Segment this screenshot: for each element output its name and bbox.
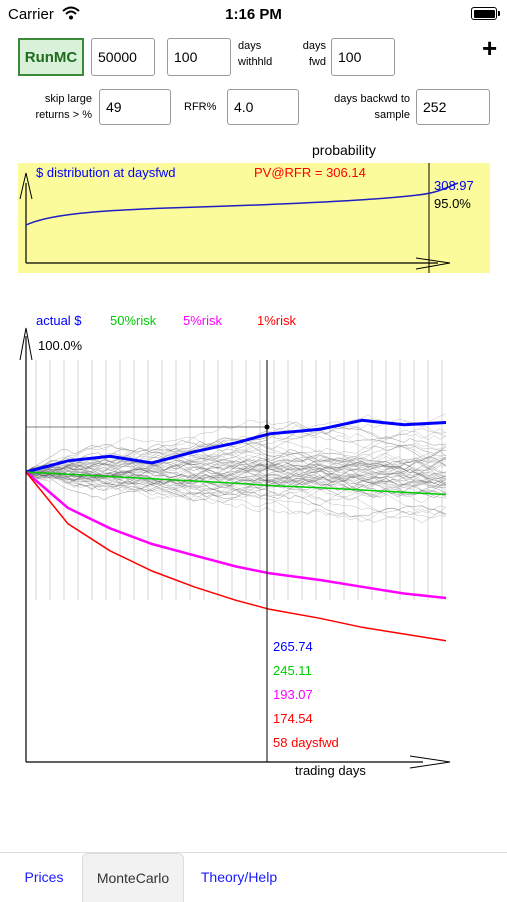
legend-item: 1%risk [257,313,297,328]
x-axis-arrow [415,257,451,270]
simulated-path [25,464,447,490]
series-line-1-risk [25,471,447,642]
simulated-path [25,451,447,488]
simulated-path [25,459,447,484]
legend-item: 5%risk [183,313,223,328]
simulated-path [25,455,447,496]
monte-carlo-chart[interactable]: actual $ 50%risk 5%risk 1%risk 100.0% 265.7… [18,300,490,790]
legend-item: actual $ [36,313,82,328]
simulated-path [25,445,447,491]
simulated-path [25,462,447,488]
carrier-label: Carrier [8,6,54,23]
readout-value: 245.11 [273,663,312,678]
cursor-point [264,424,270,430]
tab-theory-help[interactable]: Theory/Help [200,869,278,885]
cursor-value: 308.97 [434,178,474,193]
skip-large-label: skip large returns > % [35,93,92,121]
series-line-5-risk [25,471,447,600]
simulated-path [25,451,447,481]
simulated-path [26,471,447,518]
days-withheld-label: days withhld [238,40,273,68]
x-axis-label: trading days [295,763,366,778]
series-line-50-risk [25,471,447,496]
distribution-title: $ distribution at daysfwd [36,165,175,180]
simulated-path [25,426,447,473]
simulated-path [25,454,447,486]
y-axis-arrow [19,172,33,200]
x-axis-arrow [409,755,451,769]
readout-value: 193.07 [273,687,313,702]
tab-montecarlo[interactable]: MonteCarlo [82,853,184,902]
simulated-path [25,421,447,473]
legend-item: 50%risk [110,313,157,328]
cursor-percent: 95.0% [434,196,471,211]
clock: 1:16 PM [225,6,282,23]
simulated-path [25,468,447,516]
days-fwd-input[interactable] [331,38,395,76]
simulated-path [25,456,447,492]
simulated-path [25,414,447,474]
days-backwd-label: days backwd to sample [334,93,410,121]
simulated-path [25,464,447,496]
wifi-icon [62,6,80,25]
run-mc-button[interactable]: RunMC [18,38,84,76]
simulated-path [25,453,447,474]
simulated-path [25,470,447,498]
skip-large-input[interactable] [99,89,171,125]
rfr-input[interactable] [227,89,299,125]
series-line-actual- [25,418,447,474]
distribution-curve [25,182,459,226]
simulated-path [25,413,447,476]
days-fwd-label: days fwd [302,40,326,68]
readout-value: 174.54 [273,711,313,726]
battery-icon [471,7,500,20]
simulated-path [25,471,447,502]
plus-icon[interactable]: + [482,33,498,63]
readout-value: 265.74 [273,639,313,654]
simulated-path [25,465,447,491]
simulated-path [25,457,447,481]
amount-input[interactable] [91,38,155,76]
top-percent: 100.0% [38,338,83,353]
status-bar: Carrier 1:16 PM [0,0,507,28]
rfr-label: RFR% [184,101,217,113]
simulated-path [25,471,447,493]
readout-value: 58 daysfwd [273,735,339,750]
tab-prices[interactable]: Prices [24,869,64,885]
simulated-path [25,419,447,473]
tab-bar: Prices MonteCarlo Theory/Help [0,852,507,902]
simulated-path [25,452,447,495]
days-backwd-input[interactable] [416,89,490,125]
y-axis-arrow [19,327,33,361]
pv-label: PV@RFR = 306.14 [254,165,366,180]
simulated-path [25,446,447,484]
distribution-chart[interactable]: $ distribution at daysfwd PV@RFR = 306.1… [18,163,490,273]
probability-label: probability [312,142,376,158]
days-withheld-input[interactable] [167,38,231,76]
